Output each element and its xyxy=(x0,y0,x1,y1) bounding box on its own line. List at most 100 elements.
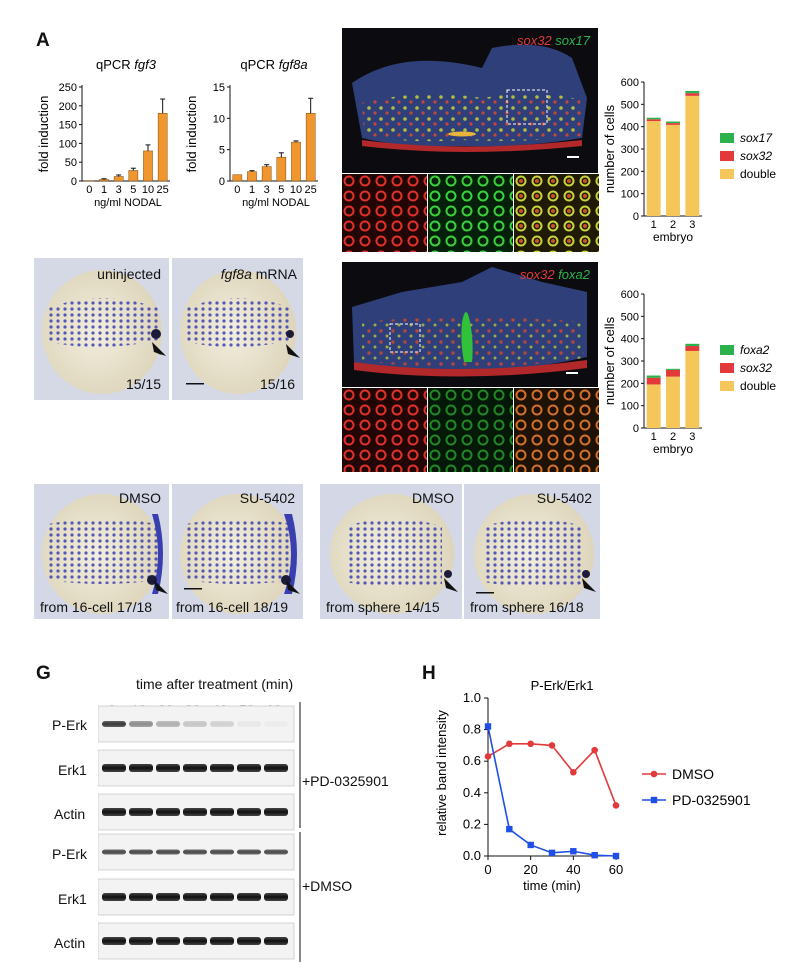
data-point xyxy=(506,825,513,833)
blot-band xyxy=(264,937,288,945)
bar xyxy=(247,171,257,182)
y-tick-label: 400 xyxy=(621,334,639,346)
bar xyxy=(128,170,139,182)
bar-segment xyxy=(646,121,661,216)
x-tick-label: 60 xyxy=(609,862,623,877)
bar-segment xyxy=(666,368,680,370)
x-axis-label: time (min) xyxy=(523,878,581,893)
legend-label: sox32 xyxy=(740,149,772,163)
arrowhead-icon xyxy=(582,578,596,592)
legend-label: foxa2 xyxy=(740,343,770,357)
blot-band xyxy=(237,937,261,945)
legend-label: PD-0325901 xyxy=(672,792,751,808)
blot-band xyxy=(237,764,261,772)
x-tick-label: 1 xyxy=(651,219,657,231)
blot-row-label: Erk1 xyxy=(58,891,87,907)
legend-swatch xyxy=(720,133,734,143)
bar-segment xyxy=(666,121,680,124)
blot-band xyxy=(129,937,153,945)
legend-swatch xyxy=(720,363,734,373)
panel-label-g: G xyxy=(36,663,51,684)
panel-f-embryo-dmso: DMSO from sphere 14/15 xyxy=(320,484,462,619)
y-tick-label: 500 xyxy=(621,311,639,323)
panel-e-embryo-su5402: SU-5402 from 16-cell 18/19 xyxy=(172,484,303,619)
perk-line-chart: 0.0 0.2 0.4 0.6 0.8 1.0 0 20 40 60 P-Erk/Erk1 time … xyxy=(434,680,751,893)
legend-label: DMSO xyxy=(672,766,714,782)
bar-segment xyxy=(685,346,700,351)
legend-label: double xyxy=(740,167,776,181)
bar-segment xyxy=(685,93,700,96)
y-tick-label: 100 xyxy=(621,401,639,413)
condition-label: SU-5402 xyxy=(536,490,592,506)
blot-band xyxy=(210,721,234,727)
blot-band xyxy=(237,893,261,901)
bar xyxy=(261,166,272,182)
x-tick-label: 5 xyxy=(130,184,136,196)
x-tick-label: 5 xyxy=(278,184,284,196)
data-point xyxy=(506,740,513,748)
blot-band xyxy=(129,808,153,816)
y-tick-label: 250 xyxy=(59,82,77,94)
x-axis-label: ng/ml NODAL xyxy=(242,197,310,209)
y-tick-label: 600 xyxy=(621,289,639,301)
data-point xyxy=(484,723,492,730)
panel-b-zoom-merge xyxy=(514,174,599,252)
bracket-lines xyxy=(299,702,301,962)
y-tick-label: 400 xyxy=(621,122,639,134)
y-tick-label: 100 xyxy=(59,138,77,150)
x-tick-label: 0 xyxy=(484,862,491,877)
blot-row-label: Actin xyxy=(54,806,86,822)
bar-segment xyxy=(685,90,700,94)
y-tick-label: 1.0 xyxy=(463,690,481,705)
treatment-label: +PD-0325901 xyxy=(302,773,389,789)
blot-band xyxy=(183,937,207,945)
y-tick-label: 300 xyxy=(621,356,639,368)
arrowhead-icon xyxy=(286,344,300,358)
y-tick-label: 5 xyxy=(219,145,225,157)
blot-band xyxy=(129,893,153,901)
panel-b-zoom-red xyxy=(342,174,427,252)
count-label: 15/15 xyxy=(125,376,161,392)
y-tick-label: 50 xyxy=(65,157,77,169)
blot-band xyxy=(264,893,288,901)
condition-label: DMSO xyxy=(412,490,454,506)
panel-c-micrograph: sox32 foxa2 xyxy=(342,262,598,387)
y-tick-label: 0 xyxy=(219,176,225,188)
y-axis-label: number of cells xyxy=(602,104,617,193)
blot-header: time after treatment (min) xyxy=(136,676,294,692)
x-tick-label: 40 xyxy=(566,862,580,877)
y-tick-label: 0 xyxy=(71,176,77,188)
y-tick-label: 500 xyxy=(621,99,639,111)
legend-swatch xyxy=(720,169,734,179)
panel-b-zoom-green xyxy=(428,174,513,252)
bar-segment xyxy=(685,343,700,347)
bar xyxy=(84,180,95,182)
x-tick-label: 25 xyxy=(305,184,317,196)
panel-d-embryo-fgf8a: fgf8a mRNA 15/16 xyxy=(172,258,303,400)
y-axis-label: fold induction xyxy=(184,96,199,173)
blot-band xyxy=(156,764,180,772)
y-tick-label: 0.4 xyxy=(463,785,481,800)
x-axis-label: embryo xyxy=(653,230,693,244)
blot-band xyxy=(183,764,207,772)
data-point xyxy=(591,852,598,859)
bar-segment xyxy=(666,124,680,216)
blot-band xyxy=(264,808,288,816)
x-tick-label: 20 xyxy=(523,862,537,877)
stage-count-label: from 16-cell 18/19 xyxy=(176,599,289,615)
y-tick-label: 0.2 xyxy=(463,816,481,831)
stage-count-label: from sphere 14/15 xyxy=(326,599,440,615)
x-axis-label: ng/ml NODAL xyxy=(94,197,162,209)
y-tick-label: 200 xyxy=(621,166,639,178)
blot-band xyxy=(156,808,180,816)
blot-band xyxy=(102,808,126,816)
data-point xyxy=(570,848,577,855)
legend-marker xyxy=(650,796,658,804)
blot-band xyxy=(129,764,153,772)
y-tick-label: 0 xyxy=(633,211,639,223)
blot-band xyxy=(264,764,288,772)
data-point xyxy=(548,742,556,749)
western-blot xyxy=(98,705,295,960)
